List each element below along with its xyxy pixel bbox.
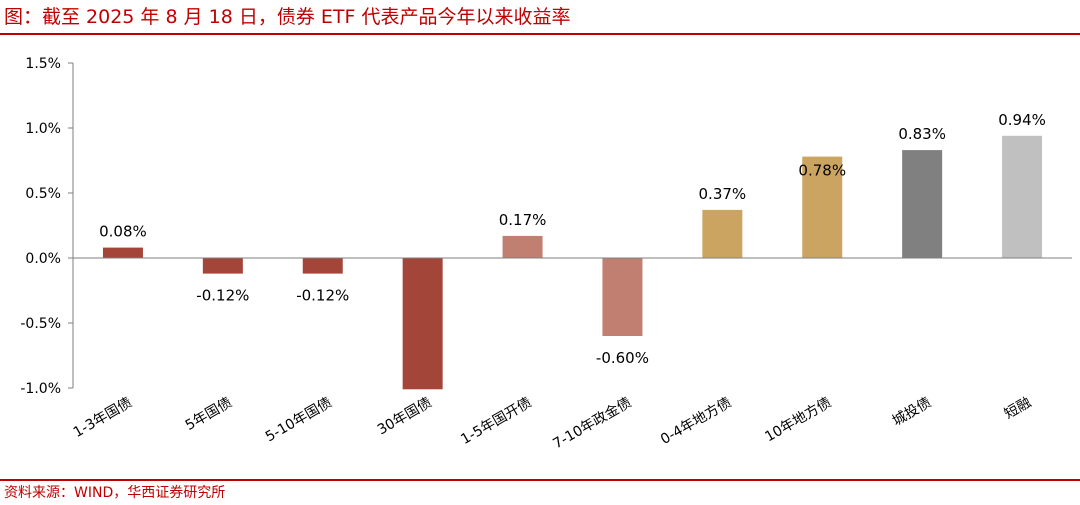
x-category-label: 1-5年国开债 xyxy=(458,395,534,448)
y-tick-label: -0.5% xyxy=(20,316,61,332)
x-category-label: 10年地方债 xyxy=(762,395,834,446)
y-tick-label: 0.5% xyxy=(25,186,61,202)
source-note: 资料来源：WIND，华西证券研究所 xyxy=(4,485,226,501)
x-category-label: 7-10年政金债 xyxy=(550,395,634,453)
data-label: -0.12% xyxy=(196,287,249,305)
y-tick-label: -1.0% xyxy=(20,381,61,397)
bar xyxy=(702,209,743,258)
data-label: 0.83% xyxy=(898,125,946,143)
data-label: 0.08% xyxy=(99,223,147,241)
bar xyxy=(502,235,543,258)
y-axis: 1.5% 1.0% 0.5% 0.0% -0.5% -1.0% xyxy=(20,56,74,397)
page-title: 图：截至 2025 年 8 月 18 日，债券 ETF 代表产品今年以来收益率 xyxy=(4,6,571,28)
data-label: 0.94% xyxy=(998,111,1046,129)
bar xyxy=(602,258,643,336)
bar xyxy=(802,156,843,258)
x-category-label: 30年国债 xyxy=(375,395,435,439)
y-tick-label: 1.5% xyxy=(25,56,61,72)
bar-series xyxy=(102,135,1043,390)
x-category-label: 1-3年国债 xyxy=(71,395,135,441)
source-divider xyxy=(0,479,1080,481)
y-tick-label: 0.0% xyxy=(25,251,61,267)
bar xyxy=(302,258,343,274)
bar xyxy=(102,247,143,258)
data-label: 0.17% xyxy=(499,211,547,229)
title-divider xyxy=(0,33,1080,35)
x-category-label: 0-4年地方债 xyxy=(658,395,734,448)
data-labels: 0.08% -0.12% -0.12% 0.17% -0.60% 0.37% 0.78% 0.… xyxy=(99,111,1046,367)
x-category-label: 5-10年国债 xyxy=(263,395,335,446)
data-label: -0.12% xyxy=(296,287,349,305)
data-label: 0.37% xyxy=(699,185,747,203)
y-tick-label: 1.0% xyxy=(25,121,61,137)
bar xyxy=(202,258,243,274)
bar-chart: 1.5% 1.0% 0.5% 0.0% -0.5% -1.0% 0.08% -0.12% -0… xyxy=(20,56,1072,453)
data-label: -0.60% xyxy=(596,349,649,367)
bar xyxy=(1002,135,1043,258)
x-category-label: 城投债 xyxy=(890,395,934,430)
bar xyxy=(902,150,943,258)
x-category-label: 5年国债 xyxy=(183,395,235,434)
x-category-label: 短融 xyxy=(1002,395,1034,423)
bar xyxy=(402,258,443,390)
data-label: 0.78% xyxy=(798,162,846,180)
